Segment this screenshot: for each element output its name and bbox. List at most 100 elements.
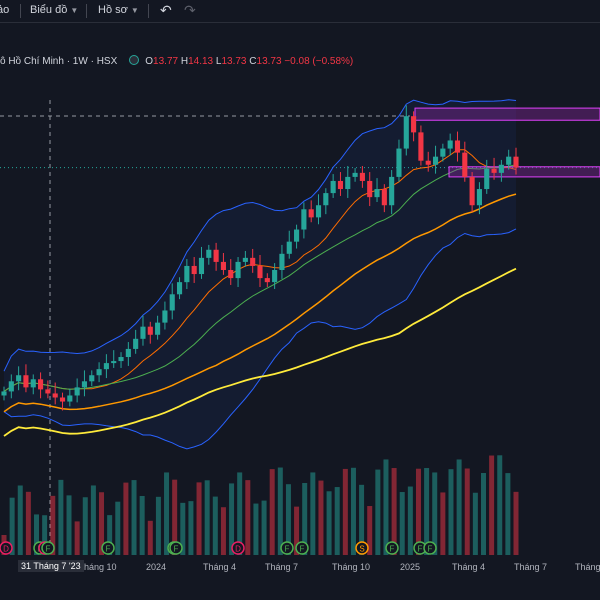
candle-body xyxy=(491,168,497,173)
candle-body xyxy=(425,160,431,165)
volume-bar xyxy=(440,492,446,555)
volume-bar xyxy=(448,469,454,555)
candle-body xyxy=(81,381,88,388)
symbol-title[interactable]: ô Hồ Chí Minh · 1W · HSX xyxy=(0,56,118,67)
candle-body xyxy=(440,148,446,157)
candle-body xyxy=(52,393,58,398)
crosshair-time-label: 31 Tháng 7 '23 xyxy=(18,560,84,572)
candle-body xyxy=(454,140,461,153)
candle-body xyxy=(206,249,212,258)
volume-bar xyxy=(472,492,478,555)
candle-body xyxy=(257,265,263,279)
time-axis-label: háng 10 xyxy=(84,562,117,572)
candle-body xyxy=(111,361,117,364)
candle-body xyxy=(74,387,80,396)
candle-body xyxy=(176,282,183,295)
candle-body xyxy=(228,270,234,279)
volume-bar xyxy=(58,479,64,555)
volume-bar xyxy=(294,506,300,555)
candle-body xyxy=(242,257,248,262)
event-marker xyxy=(41,541,55,555)
candle-body xyxy=(418,132,424,161)
volume-bar xyxy=(367,506,373,555)
bollinger-upper-line xyxy=(3,99,517,372)
event-marker xyxy=(423,541,437,555)
chevron-down-icon: ▼ xyxy=(70,6,79,15)
ma-longest-line xyxy=(3,267,517,437)
event-marker-label: F xyxy=(46,545,51,554)
volume-bar xyxy=(489,455,495,555)
volume-bar xyxy=(220,507,226,555)
volume-bar xyxy=(399,492,405,555)
candle-body xyxy=(396,148,402,177)
candle-body xyxy=(133,338,139,349)
event-marker-label: D xyxy=(235,545,241,554)
event-marker-label: F xyxy=(300,545,305,554)
candle-body xyxy=(484,168,490,190)
event-marker xyxy=(101,541,115,555)
candle-body xyxy=(374,189,380,198)
event-marker xyxy=(295,541,309,555)
candle-body xyxy=(323,193,329,206)
volume-bar xyxy=(82,497,88,555)
event-marker-label: F xyxy=(390,545,395,554)
event-marker-label: F xyxy=(106,545,111,554)
candle-body xyxy=(140,326,146,339)
volume-bar xyxy=(415,468,421,555)
volume-bar xyxy=(123,482,129,555)
ohlc-legend: ô Hồ Chí Minh · 1W · HSX O13.77 H14.13 L1… xyxy=(0,55,353,67)
menu-item-left[interactable]: ảo xyxy=(0,4,10,16)
event-marker xyxy=(280,541,294,555)
candle-body xyxy=(498,164,504,173)
volume-bar xyxy=(285,484,291,555)
chart-menu-button[interactable]: Biểu đồ ▼ xyxy=(30,4,78,16)
event-marker xyxy=(385,541,399,555)
candle-body xyxy=(272,270,278,283)
volume-bar xyxy=(342,468,348,555)
change-value: −0.08 (−0.58%) xyxy=(284,56,354,67)
volume-bar xyxy=(237,472,243,555)
undo-icon[interactable]: ↶ xyxy=(160,2,172,18)
time-axis-label: Tháng 7 xyxy=(265,562,299,572)
time-axis-label: Tháng 10 xyxy=(332,562,371,572)
candle-body xyxy=(250,257,256,266)
volume-bar xyxy=(277,467,283,555)
candle-body xyxy=(16,375,22,382)
candle-body xyxy=(381,189,387,206)
event-marker-label: S xyxy=(359,545,364,554)
event-marker-label: D xyxy=(3,545,9,554)
volume-bar xyxy=(139,495,145,555)
volume-bar xyxy=(9,497,15,555)
volume-bar xyxy=(204,480,210,555)
candle-body xyxy=(67,395,73,402)
ma-long-line xyxy=(3,193,517,413)
candle-body xyxy=(162,310,168,323)
candle-body xyxy=(184,265,190,283)
volume-bar xyxy=(424,468,430,555)
candle-body xyxy=(352,172,358,177)
candle-body xyxy=(308,209,314,218)
candle-body xyxy=(403,116,409,149)
volume-bar xyxy=(212,496,218,555)
open-value: 13.77 xyxy=(153,56,179,67)
candle-body xyxy=(118,357,124,362)
candle-body xyxy=(235,261,241,279)
candle-body xyxy=(45,389,51,394)
low-label: L xyxy=(215,56,222,67)
volume-bar xyxy=(464,468,470,555)
profile-menu-button[interactable]: Hồ sơ ▼ xyxy=(98,4,139,16)
redo-icon[interactable]: ↷ xyxy=(184,2,196,18)
volume-bar xyxy=(513,491,519,555)
high-value: 14.13 xyxy=(188,56,214,67)
toolbar-separator xyxy=(20,4,21,18)
event-marker xyxy=(231,541,245,555)
volume-bar xyxy=(310,472,316,555)
volume-bar xyxy=(302,482,308,555)
volume-bar xyxy=(359,484,365,555)
resistance-zone xyxy=(414,107,600,121)
candle-body xyxy=(264,278,270,283)
time-axis-label: Tháng 4 xyxy=(203,562,237,572)
event-marker xyxy=(355,541,369,555)
chevron-down-icon: ▼ xyxy=(130,6,139,15)
